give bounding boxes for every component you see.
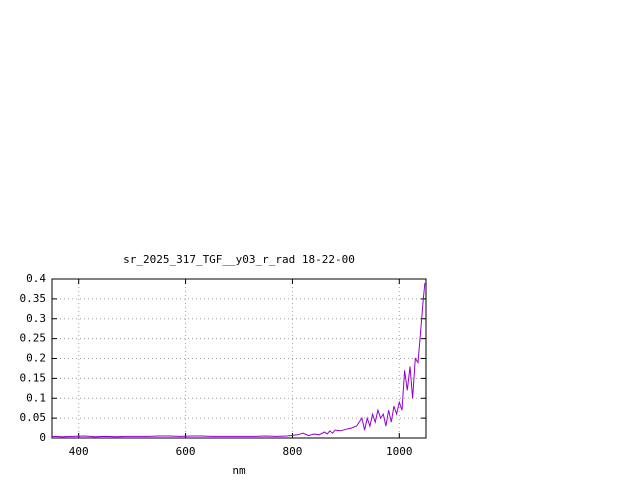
- data-line: [51, 282, 426, 438]
- y-tick-label: 0.3: [26, 312, 46, 325]
- chart-title: sr_2025_317_TGF__y03_r_rad 18-22-00: [123, 253, 355, 266]
- y-tick-label: 0.25: [20, 332, 47, 345]
- x-tick-label: 600: [176, 445, 196, 458]
- x-tick-label: 1000: [386, 445, 413, 458]
- x-tick-label: 400: [69, 445, 89, 458]
- x-tick-label: 800: [282, 445, 302, 458]
- plot-frame: [51, 278, 427, 439]
- y-tick-label: 0.1: [26, 391, 46, 404]
- y-tick-label: 0.15: [20, 371, 47, 384]
- y-tick-label: 0.4: [26, 272, 46, 285]
- y-tick-label: 0.05: [20, 411, 47, 424]
- y-tick-label: 0.2: [26, 352, 46, 365]
- y-tick-label: 0: [39, 431, 46, 444]
- y-tick-label: 0.35: [20, 292, 47, 305]
- x-axis-label: nm: [232, 464, 246, 477]
